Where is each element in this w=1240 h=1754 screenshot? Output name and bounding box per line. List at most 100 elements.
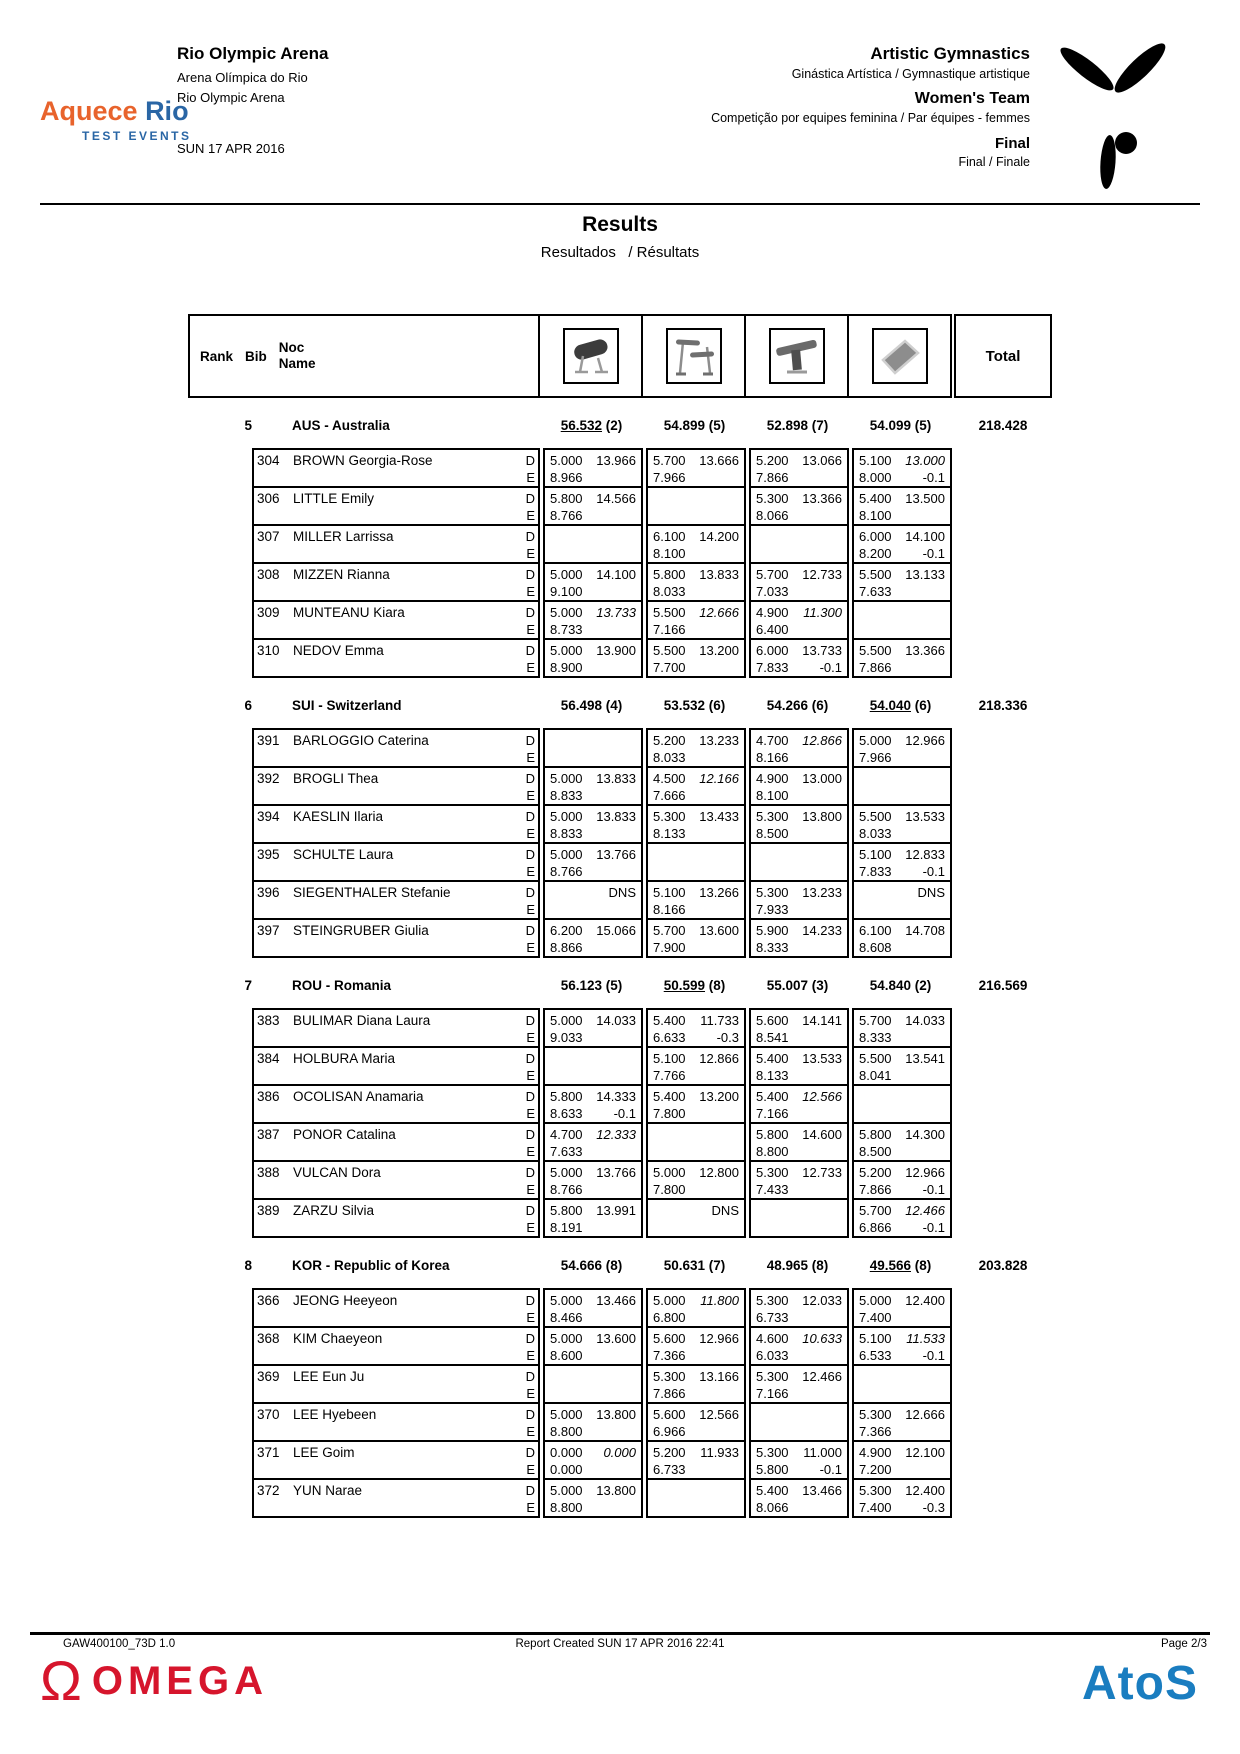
gymnast-row: 309 MUNTEANU Kiara D E 5.000 13.733 8.733 …	[252, 600, 953, 640]
d-score-line: 5.300 13.166	[653, 1369, 739, 1384]
vault-score-cell: 5.000 13.766 8.766	[543, 1160, 643, 1200]
d-label: D	[525, 605, 535, 620]
uneven-bars-score-cell: 5.400 13.200 7.800	[646, 1084, 746, 1124]
uneven-bars-score-cell: 5.000 12.800 7.800	[646, 1160, 746, 1200]
e-score-line: 7.666	[653, 788, 686, 803]
e-score-line: 8.800	[756, 1144, 789, 1159]
vault-score-cell	[543, 728, 643, 768]
d-score-line: 5.600 14.141	[756, 1013, 842, 1028]
e-score-line: 8.866	[550, 940, 583, 955]
d-label: D	[525, 1293, 535, 1308]
gymnast-name-cell: 372 YUN Narae D E	[252, 1478, 540, 1518]
balance-beam-score-cell: 4.700 12.866 8.166	[749, 728, 849, 768]
balance-beam-score-cell: 5.400 12.566 7.166	[749, 1084, 849, 1124]
floor-score-cell: 6.100 14.708 8.608	[852, 918, 952, 958]
gymnast-name: LEE Hyebeen	[293, 1407, 377, 1422]
venue-subtitle-pt: Arena Olímpica do Rio	[177, 70, 308, 85]
e-score-line: 7.366	[653, 1348, 686, 1363]
gymnast-name-cell: 369 LEE Eun Ju D E	[252, 1364, 540, 1404]
balance-beam-score-cell: 4.900 13.000 8.100	[749, 766, 849, 806]
team-vault-score: 56.123 (5)	[560, 978, 623, 993]
e-label: E	[526, 1030, 535, 1045]
d-score-line: 5.300 12.400	[859, 1483, 945, 1498]
d-score-line: 5.000 13.966	[550, 453, 636, 468]
vault-score-cell	[543, 524, 643, 564]
d-score-line: 5.300 11.000	[756, 1445, 842, 1460]
de-score-labels: D E	[517, 528, 538, 562]
gymnast-row: 394 KAESLIN Ilaria D E 5.000 13.833 8.833 …	[252, 804, 953, 844]
vault-score-cell: 6.200 15.066 8.866	[543, 918, 643, 958]
gymnast-name: LEE Goim	[293, 1445, 355, 1460]
gymnast-name-cell: 392 BROGLI Thea D E	[252, 766, 540, 806]
e-label: E	[526, 1106, 535, 1121]
team-rank: 7	[244, 978, 252, 993]
vault-score-cell: DNS	[543, 880, 643, 920]
balance-beam-score-cell: 5.300 13.233 7.933	[749, 880, 849, 920]
d-score-line: 5.800 14.300	[859, 1127, 945, 1142]
d-label: D	[525, 1013, 535, 1028]
gymnast-rows: 304 BROWN Georgia-Rose D E 5.000 13.966 8.…	[252, 448, 953, 678]
gymnast-bib: 388	[257, 1165, 280, 1180]
e-score-line: 7.200	[859, 1462, 892, 1477]
d-score-line: 4.700 12.866	[756, 733, 842, 748]
gymnast-name: HOLBURA Maria	[293, 1051, 396, 1066]
e-score-line: 7.166	[653, 622, 686, 637]
floor-score-cell: 5.200 12.966 7.866 -0.1	[852, 1160, 952, 1200]
d-score-line: 5.000 13.833	[550, 809, 636, 824]
team-floor-score: 49.566 (8)	[869, 1258, 932, 1273]
e-score-line: 5.800 -0.1	[756, 1462, 842, 1477]
de-score-labels: D E	[517, 1368, 538, 1402]
footer-report-created: Report Created SUN 17 APR 2016 22:41	[515, 1638, 725, 1650]
uneven-bars-score-cell: 5.800 13.833 8.033	[646, 562, 746, 602]
venue-block: Rio Olympic Arena Arena Olímpica do Rio …	[177, 44, 328, 156]
team-vault-score: 54.666 (8)	[560, 1258, 623, 1273]
de-score-labels: D E	[517, 1202, 538, 1236]
d-score-line: 4.900 11.300	[756, 605, 842, 620]
d-score-line: 5.000 13.800	[550, 1407, 636, 1422]
de-score-labels: D E	[517, 1088, 538, 1122]
d-score-line: 5.500 13.133	[859, 567, 945, 582]
de-score-labels: D E	[517, 1330, 538, 1364]
d-score-line: 5.000 13.900	[550, 643, 636, 658]
gymnast-name-cell: 391 BARLOGGIO Caterina D E	[252, 728, 540, 768]
d-score-line: 5.100 11.533	[859, 1331, 945, 1346]
d-score-line: 4.700 12.333	[550, 1127, 636, 1142]
gymnast-name-cell: 370 LEE Hyebeen D E	[252, 1402, 540, 1442]
uneven-bars-score-cell: 5.300 13.433 8.133	[646, 804, 746, 844]
event-subtitle: Ginástica Artística / Gymnastique artist…	[791, 67, 1030, 81]
gymnast-bib: 306	[257, 491, 280, 506]
vault-score-cell: 5.800 14.566 8.766	[543, 486, 643, 526]
vault-score-cell: 5.000 14.100 9.100	[543, 562, 643, 602]
gymnast-name-cell: 394 KAESLIN Ilaria D E	[252, 804, 540, 844]
team-balance-beam-score: 54.266 (6)	[766, 698, 829, 713]
de-score-labels: D E	[517, 1012, 538, 1046]
vault-score-cell: 5.800 14.333 8.633 -0.1	[543, 1084, 643, 1124]
gymnast-name-cell: 308 MIZZEN Rianna D E	[252, 562, 540, 602]
d-label: D	[525, 1165, 535, 1180]
d-score-line: 5.800 14.333	[550, 1089, 636, 1104]
e-label: E	[526, 622, 535, 637]
d-score-line: 5.300 12.033	[756, 1293, 842, 1308]
e-label: E	[526, 1144, 535, 1159]
gymnast-name-cell: 306 LITTLE Emily D E	[252, 486, 540, 526]
team-name: SUI - Switzerland	[292, 698, 402, 713]
e-label: E	[526, 1220, 535, 1235]
e-score-line: 0.000	[550, 1462, 583, 1477]
gymnast-row: 304 BROWN Georgia-Rose D E 5.000 13.966 8.…	[252, 448, 953, 488]
d-label: D	[525, 771, 535, 786]
d-score-line: 5.100 12.866	[653, 1051, 739, 1066]
de-score-labels: D E	[517, 1164, 538, 1198]
gymnast-row: 372 YUN Narae D E 5.000 13.800 8.800 5.400…	[252, 1478, 953, 1518]
balance-beam-score-cell: 5.900 14.233 8.333	[749, 918, 849, 958]
de-score-labels: D E	[517, 604, 538, 638]
gymnast-name-cell: 309 MUNTEANU Kiara D E	[252, 600, 540, 640]
team-name: ROU - Romania	[292, 978, 392, 993]
de-score-labels: D E	[517, 452, 538, 486]
d-score-line: 4.600 10.633	[756, 1331, 842, 1346]
gymnast-row: 391 BARLOGGIO Caterina D E 5.200 13.233 8.…	[252, 728, 953, 768]
d-score-line: 5.300 12.466	[756, 1369, 842, 1384]
team-block: 6 SUI - Switzerland 56.498 (4) 53.532 (6…	[188, 698, 1058, 958]
d-score-line: 5.700 14.033	[859, 1013, 945, 1028]
gymnast-bib: 370	[257, 1407, 280, 1422]
d-label: D	[525, 567, 535, 582]
